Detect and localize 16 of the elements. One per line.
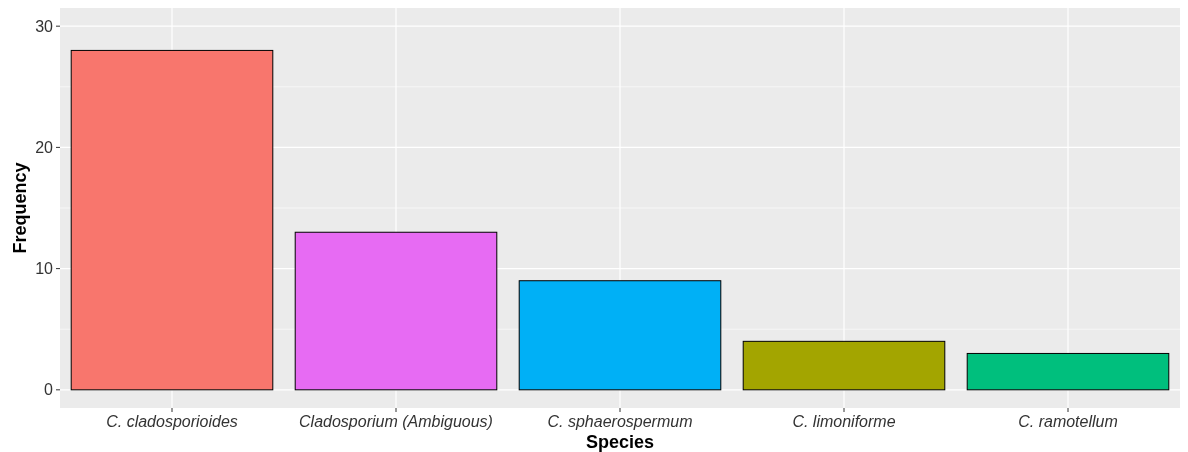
- y-tick-label: 0: [44, 381, 54, 399]
- x-tick-label: C. limoniforme: [792, 413, 896, 430]
- bar: [294, 231, 498, 391]
- x-tick-label: Cladosporium (Ambiguous): [299, 413, 493, 430]
- y-axis-title: Frequency: [10, 162, 30, 254]
- bar: [742, 340, 946, 391]
- x-axis-title: Species: [585, 432, 655, 452]
- bar: [70, 49, 274, 391]
- bar: [966, 352, 1170, 391]
- x-tick-label: C. ramotellum: [1018, 413, 1118, 430]
- y-tick-label: 30: [35, 17, 54, 35]
- y-tick-label: 10: [35, 260, 54, 278]
- bar: [518, 280, 722, 391]
- x-tick-label: C. sphaerospermum: [547, 413, 693, 430]
- x-tick-label: C. cladosporioides: [106, 413, 238, 430]
- y-tick-label: 20: [35, 138, 54, 156]
